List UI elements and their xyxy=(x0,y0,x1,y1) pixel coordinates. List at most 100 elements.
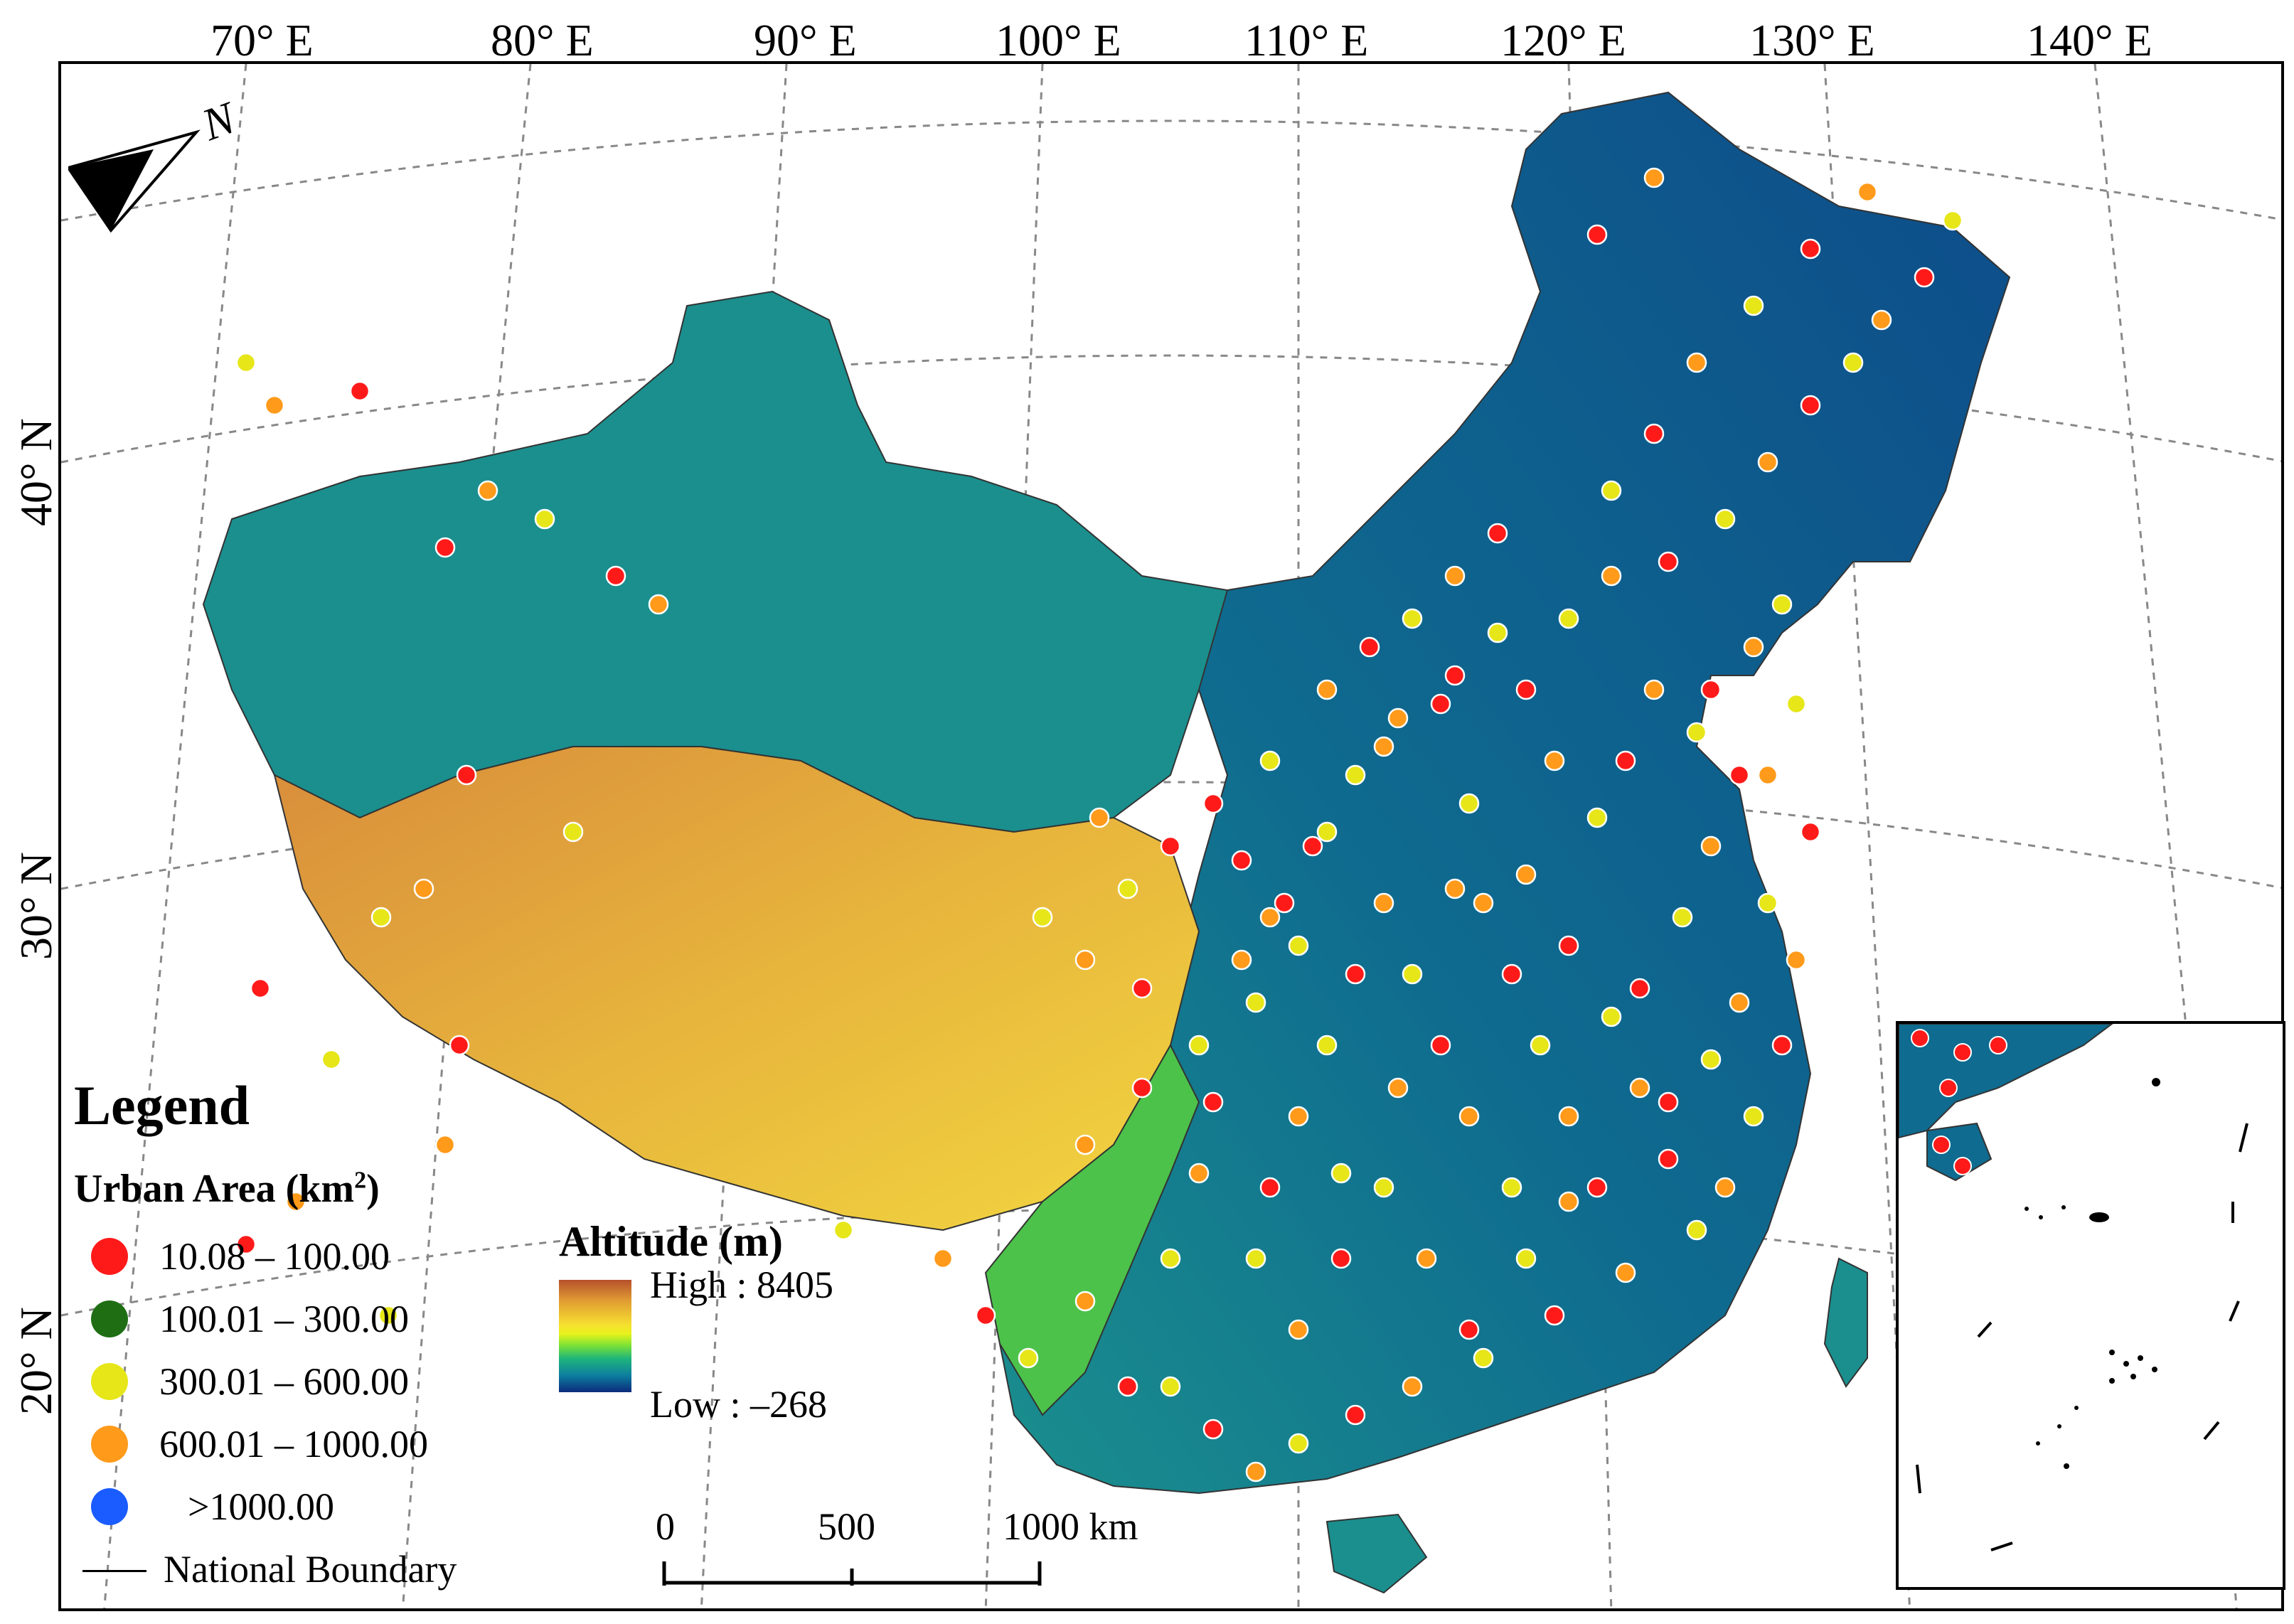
legend-class-label: >1000.00 xyxy=(188,1485,334,1528)
north-arrow-icon xyxy=(65,129,201,233)
urban-area-point xyxy=(1757,452,1778,473)
south-china-sea-inset xyxy=(1896,1021,2285,1590)
legend-urban-area-label: Urban Area (km2) xyxy=(74,1167,380,1211)
urban-area-point xyxy=(1373,736,1394,757)
urban-area-point xyxy=(1188,1163,1210,1184)
china-landmass xyxy=(202,91,2011,1594)
legend-dot-yellow-icon xyxy=(91,1363,128,1400)
urban-area-point xyxy=(1473,1347,1494,1369)
altitude-color-bar xyxy=(559,1280,631,1392)
urban-area-point xyxy=(1615,750,1636,771)
urban-area-point xyxy=(1942,210,1963,231)
lon-label-80: 80° E xyxy=(491,15,594,65)
urban-area-point xyxy=(1658,1148,1679,1170)
urban-area-point xyxy=(1288,1319,1309,1340)
legend-dot-red-icon xyxy=(91,1238,128,1275)
urban-area-point xyxy=(1316,1035,1338,1056)
urban-area-point xyxy=(1658,1091,1679,1113)
urban-area-point xyxy=(1160,835,1181,857)
urban-area-point xyxy=(1245,992,1266,1013)
urban-area-point xyxy=(1714,508,1736,530)
urban-area-point xyxy=(1629,1077,1650,1099)
urban-area-point xyxy=(1601,1006,1622,1027)
urban-area-point xyxy=(1231,850,1252,871)
urban-area-point xyxy=(449,1035,470,1056)
urban-area-point xyxy=(1686,352,1707,373)
urban-area-point xyxy=(1914,267,1935,288)
urban-area-point xyxy=(1672,907,1693,928)
urban-area-point xyxy=(1402,608,1423,629)
legend-dot-green-icon xyxy=(91,1300,128,1337)
urban-area-point xyxy=(1686,1219,1707,1241)
urban-area-point xyxy=(1857,181,1878,203)
urban-area-point xyxy=(1558,935,1579,956)
urban-area-point xyxy=(1771,594,1793,615)
china-altitude-map xyxy=(61,64,2281,1608)
urban-area-point xyxy=(1544,1305,1565,1326)
legend-class-4: 600.01 – 1000.00 xyxy=(91,1422,428,1466)
urban-area-point xyxy=(1487,523,1508,544)
lon-label-70: 70° E xyxy=(210,15,314,65)
boundary-line-icon xyxy=(82,1570,146,1572)
urban-area-point xyxy=(1643,679,1665,700)
urban-area-point xyxy=(235,1234,257,1255)
urban-area-point xyxy=(1274,892,1295,914)
legend-boundary-label: National Boundary xyxy=(164,1548,457,1591)
urban-area-point xyxy=(1629,978,1650,999)
urban-area-point xyxy=(1444,878,1466,899)
urban-area-point xyxy=(434,537,456,558)
urban-area-point xyxy=(1743,636,1764,658)
urban-area-point xyxy=(1771,1035,1793,1056)
urban-area-point xyxy=(1444,665,1466,686)
urban-area-point xyxy=(1259,907,1281,928)
urban-area-point xyxy=(1316,679,1338,700)
legend-class-2: 100.01 – 300.00 xyxy=(91,1297,409,1341)
urban-area-point xyxy=(1558,608,1579,629)
scale-label-0: 0 xyxy=(656,1505,675,1548)
urban-area-point xyxy=(1700,835,1722,857)
urban-area-point xyxy=(1444,565,1466,587)
urban-area-point xyxy=(1686,722,1707,743)
urban-area-point xyxy=(1487,622,1508,643)
taiwan-island xyxy=(1823,1257,1868,1388)
urban-area-point xyxy=(1643,167,1665,188)
urban-area-point xyxy=(1302,835,1323,857)
inset-map xyxy=(1899,1024,2248,1551)
urban-area-point xyxy=(1558,1191,1579,1212)
urban-area-point xyxy=(562,821,584,843)
urban-area-point xyxy=(1743,1106,1764,1127)
urban-area-point xyxy=(1786,693,1807,715)
urban-area-point xyxy=(1074,1134,1096,1155)
urban-area-point xyxy=(605,565,626,587)
legend-class-1: 10.08 – 100.00 xyxy=(91,1234,390,1278)
urban-area-point xyxy=(1757,892,1778,914)
urban-area-point xyxy=(1700,679,1722,700)
legend-dot-blue-icon xyxy=(91,1488,128,1525)
urban-area-point xyxy=(1729,764,1750,786)
urban-area-point xyxy=(413,878,434,899)
urban-area-point xyxy=(1800,238,1821,260)
urban-area-point xyxy=(1501,963,1522,985)
legend-dot-orange-icon xyxy=(91,1426,128,1463)
urban-area-point xyxy=(1202,1091,1224,1113)
urban-area-point xyxy=(434,1134,456,1155)
urban-area-point xyxy=(1345,1404,1366,1426)
urban-area-point xyxy=(1714,1177,1736,1198)
inset-mainland xyxy=(1899,1024,2113,1139)
urban-area-point xyxy=(1245,1248,1266,1269)
urban-area-point xyxy=(378,1305,399,1326)
urban-area-point xyxy=(1586,224,1608,245)
urban-area-point xyxy=(1202,793,1224,814)
urban-area-point xyxy=(1117,878,1138,899)
urban-area-point xyxy=(1288,1433,1309,1454)
altitude-low-label: Low : –268 xyxy=(650,1383,827,1426)
urban-area-point xyxy=(1743,295,1764,316)
scale-label-500: 500 xyxy=(818,1505,875,1548)
urban-area-point xyxy=(1160,1248,1181,1269)
urban-area-point xyxy=(1643,423,1665,444)
hainan-island xyxy=(1325,1513,1428,1594)
urban-area-point xyxy=(1259,750,1281,771)
urban-area-point xyxy=(1615,1262,1636,1283)
north-arrow: N xyxy=(65,92,253,242)
urban-area-point xyxy=(1402,1376,1423,1397)
